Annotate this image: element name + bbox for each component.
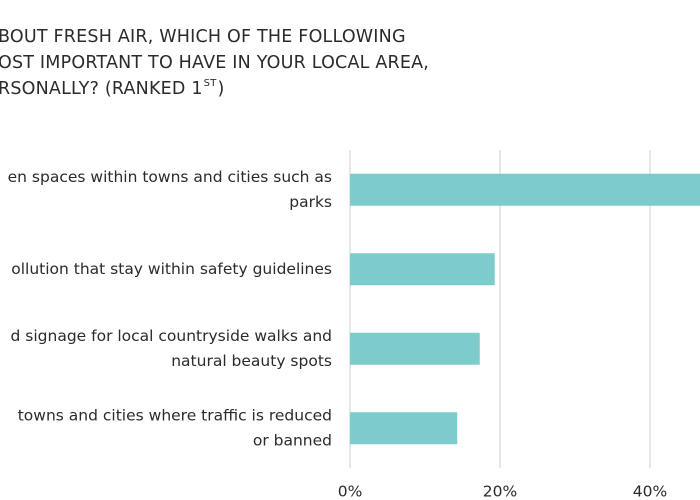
chart-title-superscript: ST (204, 78, 218, 89)
y-tick-label: ollution that stay within safety guideli… (11, 260, 332, 278)
chart-title: OST IMPORTANT TO HAVE IN YOUR LOCAL AREA… (0, 53, 429, 73)
y-tick-label: en spaces within towns and cities such a… (8, 168, 332, 186)
y-tick-label: parks (289, 193, 332, 211)
chart-title: ) (218, 79, 225, 99)
y-tick-label: towns and cities where traffic is reduce… (18, 406, 332, 424)
x-tick-label: 0% (338, 483, 363, 500)
y-tick-label: d signage for local countryside walks an… (11, 327, 332, 345)
bar (350, 173, 700, 206)
chart-title: BOUT FRESH AIR, WHICH OF THE FOLLOWING (0, 27, 406, 47)
bar (350, 412, 458, 445)
bar (350, 332, 480, 365)
x-tick-label: 20% (483, 483, 517, 500)
y-tick-label: or banned (253, 431, 332, 449)
bar (350, 253, 495, 286)
x-tick-label: 40% (633, 483, 667, 500)
y-tick-label: natural beauty spots (171, 352, 332, 370)
chart-title: RSONALLY? (RANKED 1 (0, 79, 203, 99)
